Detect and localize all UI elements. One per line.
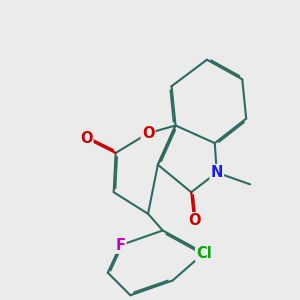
Text: F: F: [116, 238, 126, 253]
Text: O: O: [188, 213, 200, 228]
Text: O: O: [142, 126, 154, 141]
Text: O: O: [80, 131, 92, 146]
Text: N: N: [211, 165, 223, 180]
Text: Cl: Cl: [196, 246, 212, 261]
